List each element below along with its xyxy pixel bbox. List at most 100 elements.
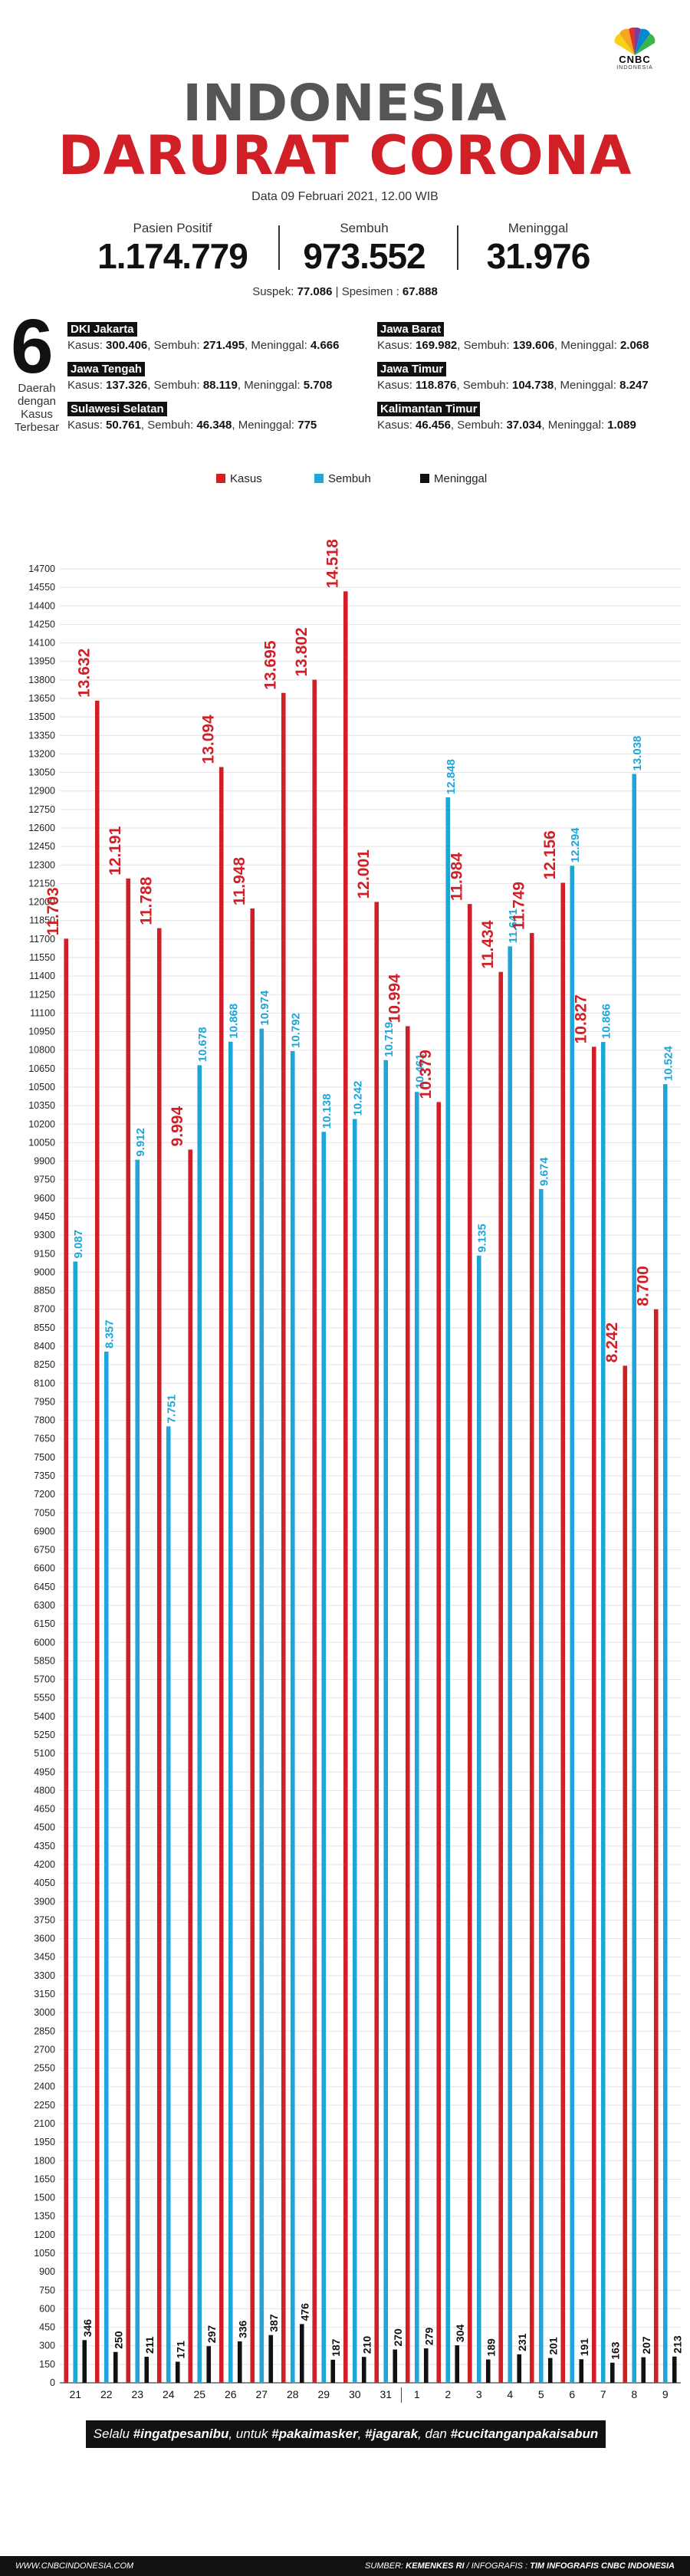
page-title-line2: DARURAT CORONA bbox=[58, 124, 632, 187]
website-link[interactable]: WWW.CNBCINDONESIA.COM bbox=[15, 2561, 134, 2571]
bar-sembuh bbox=[290, 1051, 295, 2383]
bar-value-label: 336 bbox=[237, 2320, 249, 2338]
positive-label: Pasien Positif bbox=[133, 221, 212, 235]
bar-value-label: 12.848 bbox=[445, 759, 458, 794]
bar-value-label: 304 bbox=[454, 2324, 466, 2342]
bar-value-label: 9.674 bbox=[538, 1157, 551, 1186]
bottom-bar: WWW.CNBCINDONESIA.COM SUMBER: KEMENKES R… bbox=[0, 2556, 690, 2576]
x-tick-label: 22 bbox=[100, 2388, 113, 2400]
stat-divider bbox=[457, 225, 458, 270]
y-tick-label: 6600 bbox=[34, 1563, 55, 1574]
legend-swatch bbox=[420, 474, 429, 483]
bar-value-label: 10.242 bbox=[352, 1081, 365, 1116]
y-tick-label: 7050 bbox=[34, 1507, 55, 1518]
y-tick-label: 1950 bbox=[34, 2137, 55, 2147]
y-tick-label: 5850 bbox=[34, 1655, 55, 1666]
suspect-label: Suspek: bbox=[252, 285, 294, 298]
bar-kasus bbox=[188, 1149, 193, 2383]
y-tick-label: 12150 bbox=[28, 878, 55, 889]
y-tick-label: 4200 bbox=[34, 1859, 55, 1870]
y-tick-label: 6000 bbox=[34, 1637, 55, 1648]
y-tick-label: 9600 bbox=[34, 1193, 55, 1204]
y-tick-label: 11250 bbox=[29, 989, 55, 1000]
y-tick-label: 8400 bbox=[34, 1341, 55, 1352]
y-tick-label: 14700 bbox=[28, 564, 55, 574]
legend-item-sembuh: Sembuh bbox=[314, 472, 371, 485]
cnbc-logo: CNBC INDONESIA bbox=[604, 26, 665, 71]
bar-kasus bbox=[64, 938, 69, 2383]
bar-value-label: 13.802 bbox=[293, 627, 310, 676]
x-tick-label: 2 bbox=[445, 2388, 451, 2400]
region-name: Jawa Tengah bbox=[67, 362, 146, 376]
bar-value-label: 163 bbox=[610, 2341, 622, 2360]
bar-value-label: 231 bbox=[516, 2333, 528, 2351]
y-tick-label: 600 bbox=[39, 2303, 55, 2314]
bar-value-label: 9.994 bbox=[169, 1106, 186, 1147]
legend-item-kasus: Kasus bbox=[216, 472, 262, 485]
y-tick-label: 9900 bbox=[34, 1156, 55, 1167]
bar-sembuh bbox=[632, 774, 637, 2383]
region-name: Kalimantan Timur bbox=[377, 402, 481, 416]
bar-value-label: 10.138 bbox=[320, 1093, 334, 1129]
death-label: Meninggal bbox=[508, 221, 569, 235]
y-tick-label: 12000 bbox=[28, 897, 55, 908]
y-tick-label: 11550 bbox=[29, 952, 55, 963]
bar-kasus bbox=[374, 902, 380, 2383]
x-tick-label: 27 bbox=[255, 2388, 268, 2400]
y-tick-label: 13950 bbox=[28, 656, 55, 667]
specimen-value: 67.888 bbox=[402, 285, 438, 298]
y-tick-label: 6450 bbox=[34, 1582, 55, 1592]
x-tick-label: 26 bbox=[225, 2388, 237, 2400]
slogan-bar: Selalu #ingatpesanibu, untuk #pakaimaske… bbox=[86, 2420, 606, 2448]
y-tick-label: 4350 bbox=[34, 1841, 55, 1852]
bar-value-label: 10.994 bbox=[386, 974, 404, 1024]
bar-value-label: 8.700 bbox=[635, 1266, 652, 1306]
x-tick-label: 9 bbox=[662, 2388, 669, 2400]
bar-value-label: 210 bbox=[361, 2336, 373, 2354]
bar-value-label: 11.984 bbox=[449, 853, 466, 901]
bar-value-label: 11.434 bbox=[479, 920, 497, 968]
bar-kasus bbox=[126, 878, 131, 2383]
bar-value-label: 10.379 bbox=[417, 1050, 435, 1099]
bar-value-label: 13.038 bbox=[631, 736, 644, 771]
bar-meninggal bbox=[393, 2349, 398, 2383]
y-tick-label: 14550 bbox=[28, 582, 55, 593]
x-tick-label: 30 bbox=[349, 2388, 361, 2400]
y-tick-label: 2100 bbox=[34, 2118, 55, 2129]
bar-sembuh bbox=[570, 866, 575, 2383]
bar-value-label: 191 bbox=[578, 2338, 590, 2357]
bar-kasus bbox=[467, 904, 472, 2383]
bar-meninggal bbox=[610, 2362, 615, 2383]
stat-separator: | bbox=[335, 285, 339, 298]
y-tick-label: 10350 bbox=[28, 1100, 55, 1111]
y-tick-label: 1200 bbox=[34, 2229, 55, 2240]
bar-value-label: 171 bbox=[175, 2341, 187, 2359]
logo-text: CNBC bbox=[619, 54, 651, 65]
bar-kasus bbox=[405, 1026, 410, 2383]
bar-meninggal bbox=[579, 2359, 584, 2383]
bar-kasus bbox=[343, 591, 348, 2383]
bar-sembuh bbox=[476, 1255, 481, 2383]
bar-sembuh bbox=[228, 1041, 233, 2383]
x-tick-label: 28 bbox=[287, 2388, 299, 2400]
bar-value-label: 9.912 bbox=[134, 1128, 147, 1157]
data-date: Data 09 Februari 2021, 12.00 WIB bbox=[251, 190, 439, 203]
y-tick-label: 1650 bbox=[34, 2174, 55, 2184]
y-tick-label: 2700 bbox=[34, 2044, 55, 2055]
y-tick-label: 7650 bbox=[34, 1434, 55, 1444]
y-tick-label: 5100 bbox=[34, 1748, 55, 1759]
y-tick-label: 13050 bbox=[28, 767, 55, 778]
bar-meninggal bbox=[423, 2348, 429, 2383]
death-value: 31.976 bbox=[486, 236, 591, 276]
x-tick-label: 6 bbox=[569, 2388, 575, 2400]
y-tick-label: 11700 bbox=[29, 934, 55, 945]
x-tick-label: 25 bbox=[193, 2388, 205, 2400]
y-tick-label: 4050 bbox=[34, 1878, 55, 1888]
y-tick-label: 3450 bbox=[34, 1952, 55, 1963]
bar-meninggal bbox=[361, 2357, 366, 2383]
bar-sembuh bbox=[538, 1188, 544, 2383]
bar-kasus bbox=[498, 971, 504, 2383]
y-tick-label: 2550 bbox=[34, 2063, 55, 2074]
page-title-line1: INDONESIA bbox=[182, 74, 508, 133]
